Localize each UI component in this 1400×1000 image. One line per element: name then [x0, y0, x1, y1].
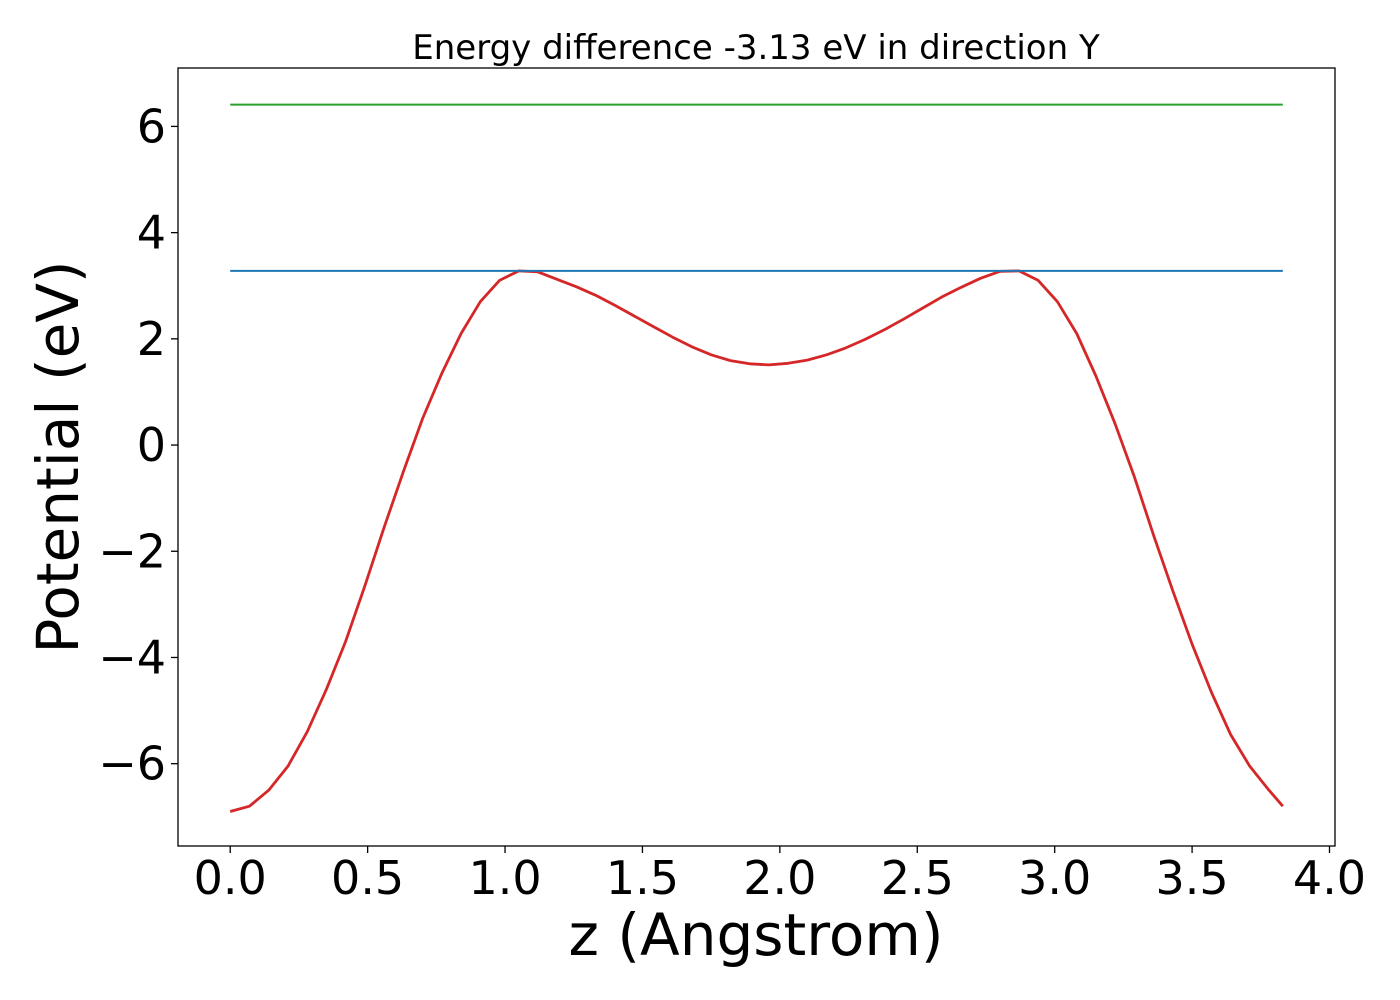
- x-tick-label: 1.0: [468, 851, 541, 905]
- series-line-0: [229, 269, 1284, 813]
- x-tick-label: 2.5: [881, 851, 954, 905]
- y-tick-label: 2: [137, 312, 166, 366]
- x-tick-label: 3.0: [1018, 851, 1091, 905]
- chart-title: Energy difference -3.13 eV in direction …: [412, 28, 1100, 68]
- x-axis-label: z (Angstrom): [569, 901, 944, 969]
- y-tick-label: −2: [98, 524, 166, 578]
- x-tick-label: 3.5: [1156, 851, 1229, 905]
- y-tick-label: 0: [137, 418, 166, 472]
- y-tick-label: 4: [137, 206, 166, 260]
- y-tick-label: −4: [98, 630, 166, 684]
- plot-frame: [177, 67, 1336, 847]
- x-tick-label: 2.0: [743, 851, 816, 905]
- y-tick-label: −6: [98, 737, 166, 791]
- y-tick-label: 6: [137, 99, 166, 153]
- x-tick-label: 1.5: [606, 851, 679, 905]
- series-layer: [229, 103, 1284, 813]
- x-tick-label: 0.5: [331, 851, 404, 905]
- y-axis-ticks: −6 −4 −2 0 2 4 6: [98, 99, 178, 791]
- x-tick-label: 4.0: [1293, 851, 1366, 905]
- x-axis-ticks: 0.0 0.5 1.0 1.5 2.0 2.5 3.0 3.5 4.0: [194, 846, 1366, 905]
- y-axis-label: Potential (eV): [24, 260, 92, 653]
- x-tick-label: 0.0: [194, 851, 267, 905]
